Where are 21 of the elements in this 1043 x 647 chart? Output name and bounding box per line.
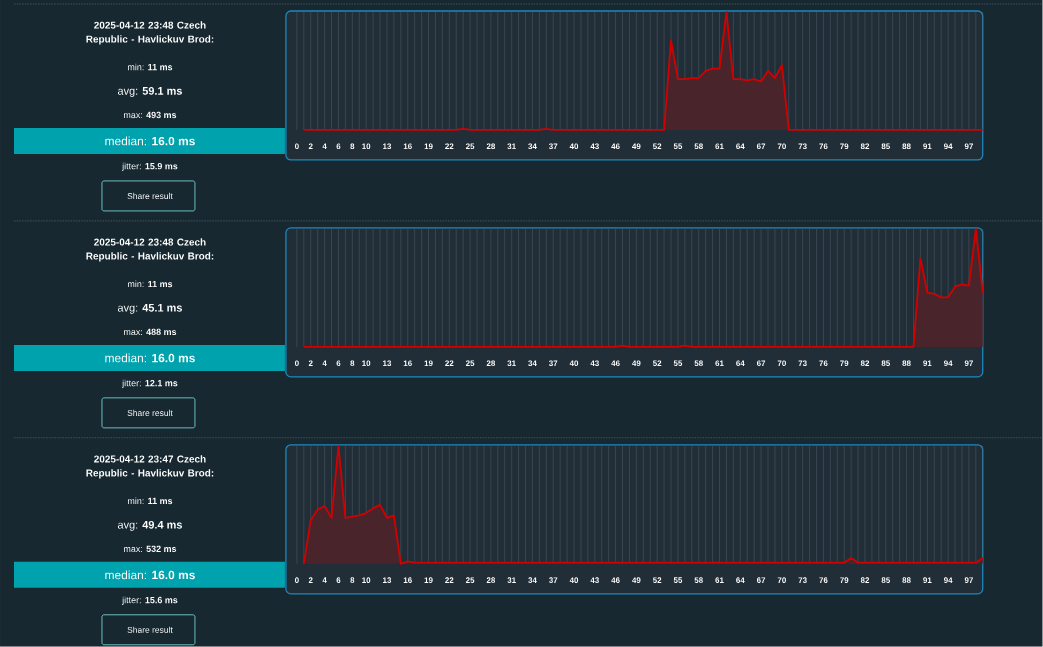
text: max: 493 ms — [123, 111, 177, 119]
text: median: 16.0 ms — [105, 570, 195, 580]
text: jitter: 15.6 ms — [121, 596, 178, 606]
text: 2025-04-12 23:48 Czech Republic - Havlickuv Brod: — [86, 21, 214, 45]
text: Share result — [127, 192, 173, 200]
text: max: 532 ms — [123, 545, 177, 553]
text: min: 11 ms — [127, 497, 173, 505]
text: avg: 49.4 ms — [117, 520, 182, 531]
text: min: 11 ms — [127, 63, 173, 71]
text: jitter: 12.1 ms — [121, 379, 178, 389]
text: avg: 59.1 ms — [117, 87, 182, 98]
text: jitter: 15.9 ms — [121, 162, 178, 172]
text: 2025-04-12 23:48 Czech Republic - Havlickuv Brod: — [86, 238, 214, 262]
text: avg: 45.1 ms — [117, 304, 182, 314]
text: Share result — [127, 626, 173, 633]
text: min: 11 ms — [127, 280, 173, 288]
text: median: 16.0 ms — [105, 353, 195, 363]
text: max: 488 ms — [123, 328, 177, 336]
text: Share result — [127, 409, 173, 417]
text: 2025-04-12 23:47 Czech Republic - Havlickuv Brod: — [86, 455, 214, 479]
text: median: 16.0 ms — [105, 136, 195, 146]
